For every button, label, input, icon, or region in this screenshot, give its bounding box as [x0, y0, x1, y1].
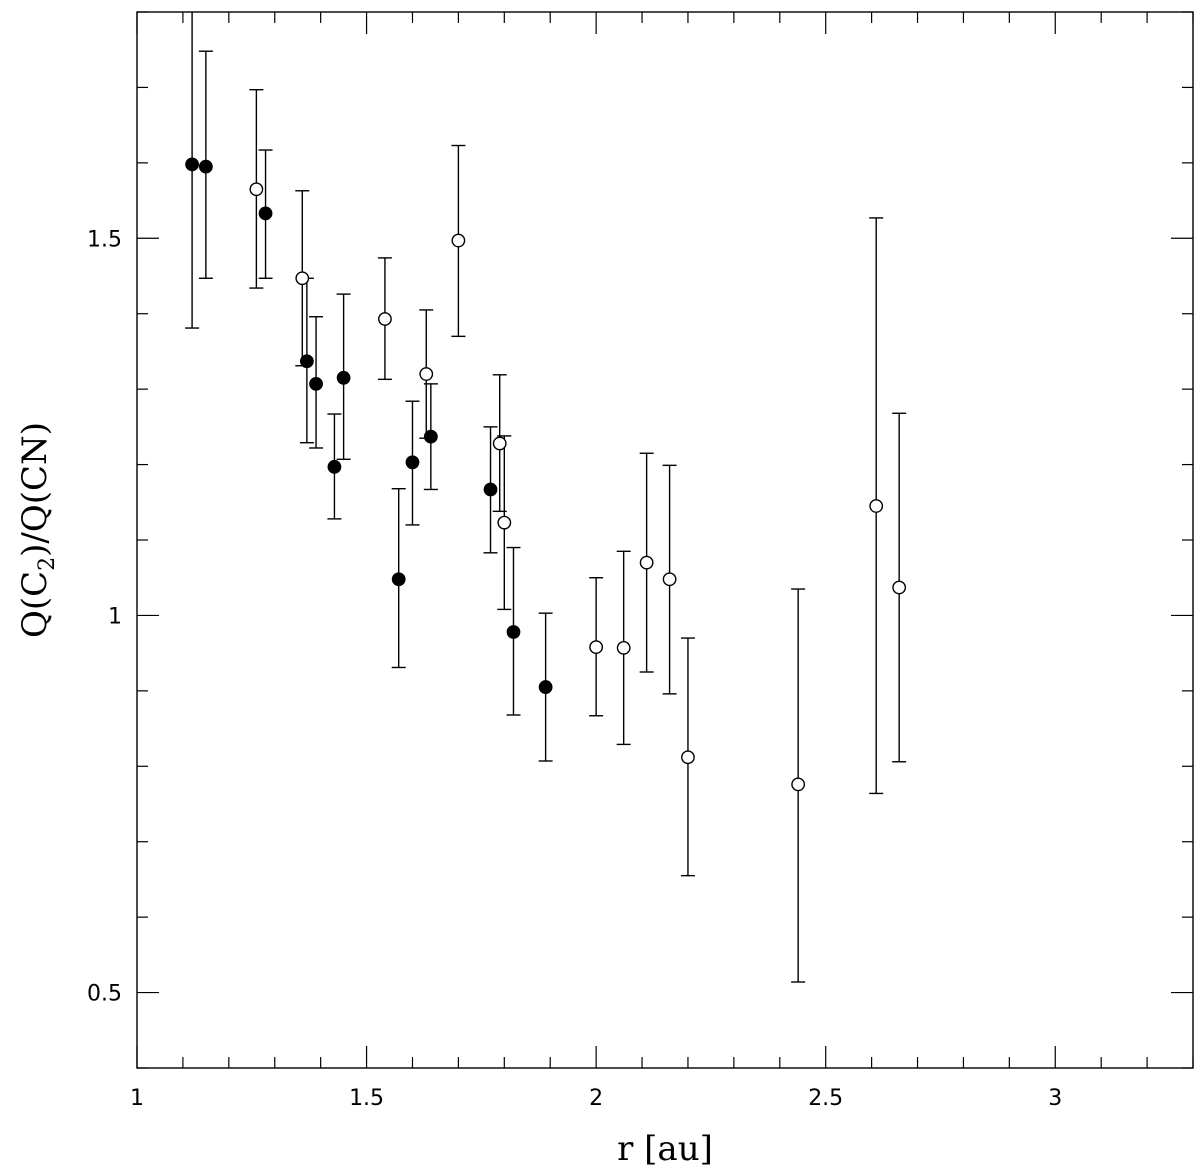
y-tick-label: 1 [108, 604, 122, 629]
data-point-open [497, 515, 512, 530]
data-point-open [639, 555, 654, 570]
data-point-filled [405, 455, 420, 470]
x-axis-label: r [au] [617, 1129, 713, 1169]
data-point-filled [391, 572, 406, 587]
y-tick-label: 1.5 [87, 227, 122, 252]
y-axis-label-main: Q(C [15, 571, 55, 638]
x-tick-label: 2.5 [808, 1086, 843, 1111]
data-point-filled [423, 429, 438, 444]
data-point-filled [309, 376, 323, 391]
data-point-filled [258, 206, 273, 221]
data-markers [185, 157, 907, 792]
data-point-open [378, 312, 392, 326]
data-point-open [589, 640, 604, 655]
y-axis-label: Q(C2)/Q(CN) [15, 422, 60, 638]
data-point-filled [299, 354, 314, 369]
x-tick-labels: 1 1.5 2 2.5 3 [130, 1086, 1062, 1111]
y-tick-label: 0.5 [87, 982, 122, 1007]
data-point-open [451, 233, 466, 248]
x-tick-label: 3 [1048, 1086, 1062, 1111]
data-point-open [295, 271, 310, 286]
data-point-filled [185, 157, 199, 172]
data-point-filled [336, 370, 351, 385]
data-point-open [791, 777, 806, 792]
y-tick-labels: 0.5 1 1.5 [87, 227, 122, 1006]
data-point-filled [198, 159, 213, 174]
data-point-filled [538, 680, 553, 694]
axis-ticks [136, 11, 1194, 1069]
data-point-filled [483, 482, 498, 497]
x-tick-label: 2 [589, 1086, 603, 1111]
data-point-filled [506, 625, 521, 639]
data-point-filled [327, 459, 342, 474]
y-axis-label-rest: )/Q(CN) [15, 422, 55, 557]
x-tick-label: 1 [130, 1086, 144, 1111]
y-axis-label-subscript: 2 [35, 557, 60, 571]
error-bars [185, 12, 907, 983]
data-point-open [869, 499, 884, 513]
data-point-open [249, 182, 264, 197]
data-point-open [616, 640, 631, 655]
data-point-open [681, 750, 695, 765]
data-point-open [892, 580, 907, 595]
data-point-open [492, 436, 507, 451]
x-tick-label: 1.5 [349, 1086, 384, 1111]
data-point-open [662, 572, 677, 587]
plot-frame [136, 11, 1194, 1069]
data-point-open [419, 367, 434, 381]
